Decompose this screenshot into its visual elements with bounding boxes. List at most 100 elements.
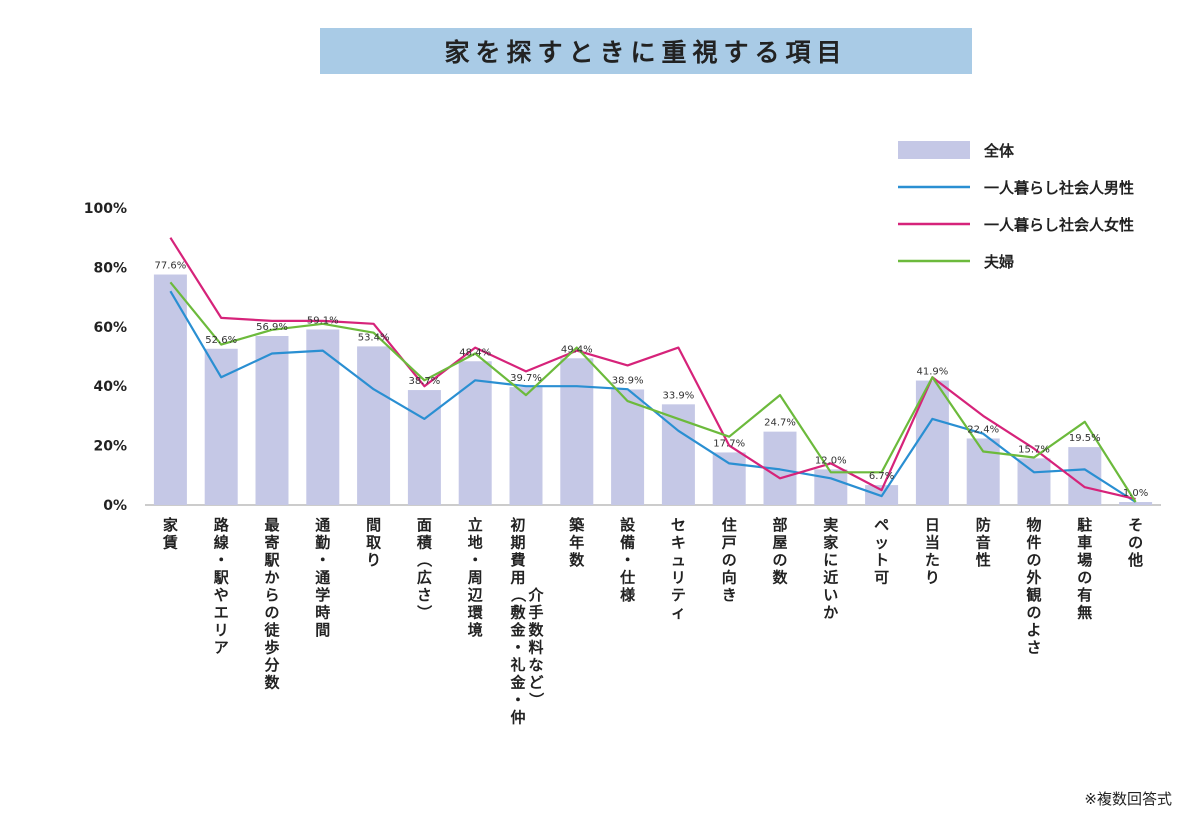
svg-text:敷: 敷 bbox=[510, 604, 526, 622]
bar-value-label: 49.4% bbox=[561, 344, 593, 355]
svg-text:エ: エ bbox=[214, 604, 229, 622]
bar-20 bbox=[1119, 502, 1153, 505]
svg-text:さ: さ bbox=[1026, 639, 1041, 657]
svg-text:時: 時 bbox=[315, 604, 330, 622]
svg-text:屋: 屋 bbox=[772, 534, 787, 552]
svg-text:の: の bbox=[1128, 534, 1143, 552]
svg-text:り: り bbox=[925, 569, 940, 587]
y-tick-label: 20% bbox=[93, 439, 127, 455]
svg-text:物: 物 bbox=[1026, 516, 1041, 534]
svg-text:ら: ら bbox=[264, 586, 279, 604]
svg-text:な: な bbox=[528, 656, 543, 674]
svg-text:・: ・ bbox=[315, 551, 330, 569]
svg-text:面: 面 bbox=[417, 516, 432, 534]
bar-value-label: 12.0% bbox=[815, 455, 847, 466]
legend-label: 全体 bbox=[983, 142, 1015, 160]
chart-title: 家を探すときに重視する項目 bbox=[444, 38, 848, 67]
line-series bbox=[169, 237, 1137, 503]
bar-14 bbox=[814, 469, 848, 505]
svg-text:実: 実 bbox=[823, 516, 838, 534]
svg-text:通: 通 bbox=[315, 569, 330, 587]
y-tick-label: 100% bbox=[84, 201, 127, 217]
x-category-label: 築年数 bbox=[568, 516, 585, 569]
svg-text:歩: 歩 bbox=[264, 639, 279, 657]
svg-text:最: 最 bbox=[264, 516, 280, 534]
svg-text:ュ: ュ bbox=[671, 551, 686, 569]
x-category-label: 間取り bbox=[366, 516, 382, 569]
footnote: ※複数回答式 bbox=[1084, 790, 1172, 808]
bar-value-label: 38.9% bbox=[612, 375, 644, 386]
svg-text:ペ: ペ bbox=[874, 516, 889, 534]
svg-text:住: 住 bbox=[722, 516, 737, 534]
svg-text:り: り bbox=[366, 551, 381, 569]
x-category-label: 防音性 bbox=[976, 516, 991, 569]
svg-text:数: 数 bbox=[772, 569, 788, 587]
svg-text:手: 手 bbox=[528, 604, 543, 622]
bar-2 bbox=[204, 348, 238, 505]
svg-text:積: 積 bbox=[416, 534, 433, 552]
y-axis: 0% 20% 40% 60% 80% 100% bbox=[84, 201, 1161, 514]
svg-text:き: き bbox=[722, 586, 737, 604]
svg-text:よ: よ bbox=[1026, 621, 1041, 639]
svg-text:路: 路 bbox=[214, 516, 230, 534]
bar-12 bbox=[712, 452, 746, 505]
svg-text:用: 用 bbox=[510, 569, 525, 587]
svg-text:ト: ト bbox=[874, 551, 889, 569]
bar-value-label: 39.7% bbox=[510, 373, 542, 384]
y-tick-label: 60% bbox=[93, 320, 127, 336]
bar-value-label: 56.9% bbox=[256, 322, 288, 333]
svg-text:や: や bbox=[214, 586, 229, 604]
bar-value-label: 41.9% bbox=[917, 367, 949, 378]
svg-text:地: 地 bbox=[468, 534, 483, 552]
svg-text:・: ・ bbox=[214, 551, 229, 569]
svg-text:日: 日 bbox=[925, 516, 940, 534]
x-category-label: その他 bbox=[1127, 516, 1143, 569]
svg-text:車: 車 bbox=[1077, 534, 1092, 552]
svg-text:か: か bbox=[823, 604, 838, 622]
svg-text:環: 環 bbox=[468, 604, 484, 622]
bar-value-label: 33.9% bbox=[663, 390, 695, 401]
svg-text:寄: 寄 bbox=[264, 534, 279, 552]
svg-text:向: 向 bbox=[722, 569, 737, 587]
y-tick-label: 80% bbox=[93, 260, 127, 276]
svg-text:備: 備 bbox=[620, 534, 635, 552]
svg-text:広: 広 bbox=[417, 569, 432, 587]
svg-text:家: 家 bbox=[823, 534, 838, 552]
svg-text:・: ・ bbox=[510, 691, 525, 709]
chart-title-box: 家を探すときに重視する項目 bbox=[320, 28, 972, 74]
svg-text:数: 数 bbox=[569, 551, 585, 569]
svg-text:線: 線 bbox=[214, 534, 229, 552]
bar-value-label: 1.0% bbox=[1123, 488, 1148, 499]
svg-text:境: 境 bbox=[468, 621, 483, 639]
svg-text:か: か bbox=[264, 569, 279, 587]
svg-text:さ: さ bbox=[417, 586, 432, 604]
svg-text:リ: リ bbox=[214, 621, 229, 639]
svg-text:外: 外 bbox=[1025, 569, 1041, 587]
legend-label: 夫婦 bbox=[984, 253, 1014, 271]
bar-value-label: 53.4% bbox=[358, 332, 390, 343]
svg-text:の: の bbox=[1026, 551, 1041, 569]
svg-text:学: 学 bbox=[315, 586, 330, 604]
svg-text:防: 防 bbox=[976, 516, 991, 534]
x-category-label: 家賃 bbox=[162, 516, 178, 552]
svg-text:部: 部 bbox=[772, 516, 787, 534]
svg-text:リ: リ bbox=[671, 569, 686, 587]
bar-3 bbox=[255, 336, 289, 505]
svg-text:立: 立 bbox=[468, 516, 483, 534]
bar-9 bbox=[560, 358, 594, 505]
legend-swatch-all bbox=[898, 141, 970, 159]
svg-text:間: 間 bbox=[366, 516, 381, 534]
bar-series-all bbox=[153, 274, 1153, 505]
svg-text:ア: ア bbox=[214, 639, 229, 657]
series-line-female bbox=[169, 237, 1136, 501]
svg-text:周: 周 bbox=[468, 569, 483, 587]
svg-text:そ: そ bbox=[1128, 516, 1143, 534]
svg-text:家: 家 bbox=[163, 516, 178, 534]
